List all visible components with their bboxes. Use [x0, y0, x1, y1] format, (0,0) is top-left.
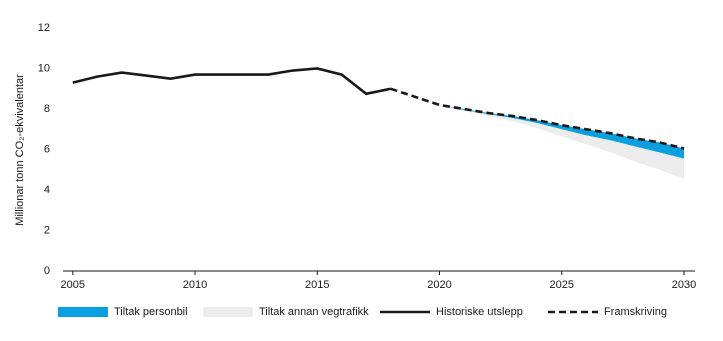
legend-label: Tiltak personbil [114, 306, 188, 318]
legend-swatch [203, 307, 253, 317]
legend-label: Historiske utslepp [436, 306, 523, 318]
line [390, 87, 685, 150]
legend-label: Framskriving [604, 306, 667, 318]
x-tick-label: 2010 [183, 279, 207, 291]
y-tick-label: 0 [44, 265, 50, 277]
x-tick-label: 2015 [305, 279, 329, 291]
line [72, 67, 391, 96]
y-axis-label: Millionar tonn CO₂-ekvivalentar [14, 74, 26, 226]
x-tick-label: 2025 [550, 279, 574, 291]
x-tick-label: 2005 [61, 279, 85, 291]
x-tick-label: 2030 [672, 279, 696, 291]
legend-swatch [58, 307, 108, 317]
y-tick-label: 8 [44, 103, 50, 115]
legend-label: Tiltak annan vegtrafikk [259, 306, 369, 318]
y-tick-label: 6 [44, 143, 50, 155]
y-tick-label: 12 [38, 22, 50, 34]
x-tick-label: 2020 [427, 279, 451, 291]
y-tick-label: 2 [44, 224, 50, 236]
y-tick-label: 4 [44, 184, 50, 196]
y-tick-label: 10 [38, 62, 50, 74]
